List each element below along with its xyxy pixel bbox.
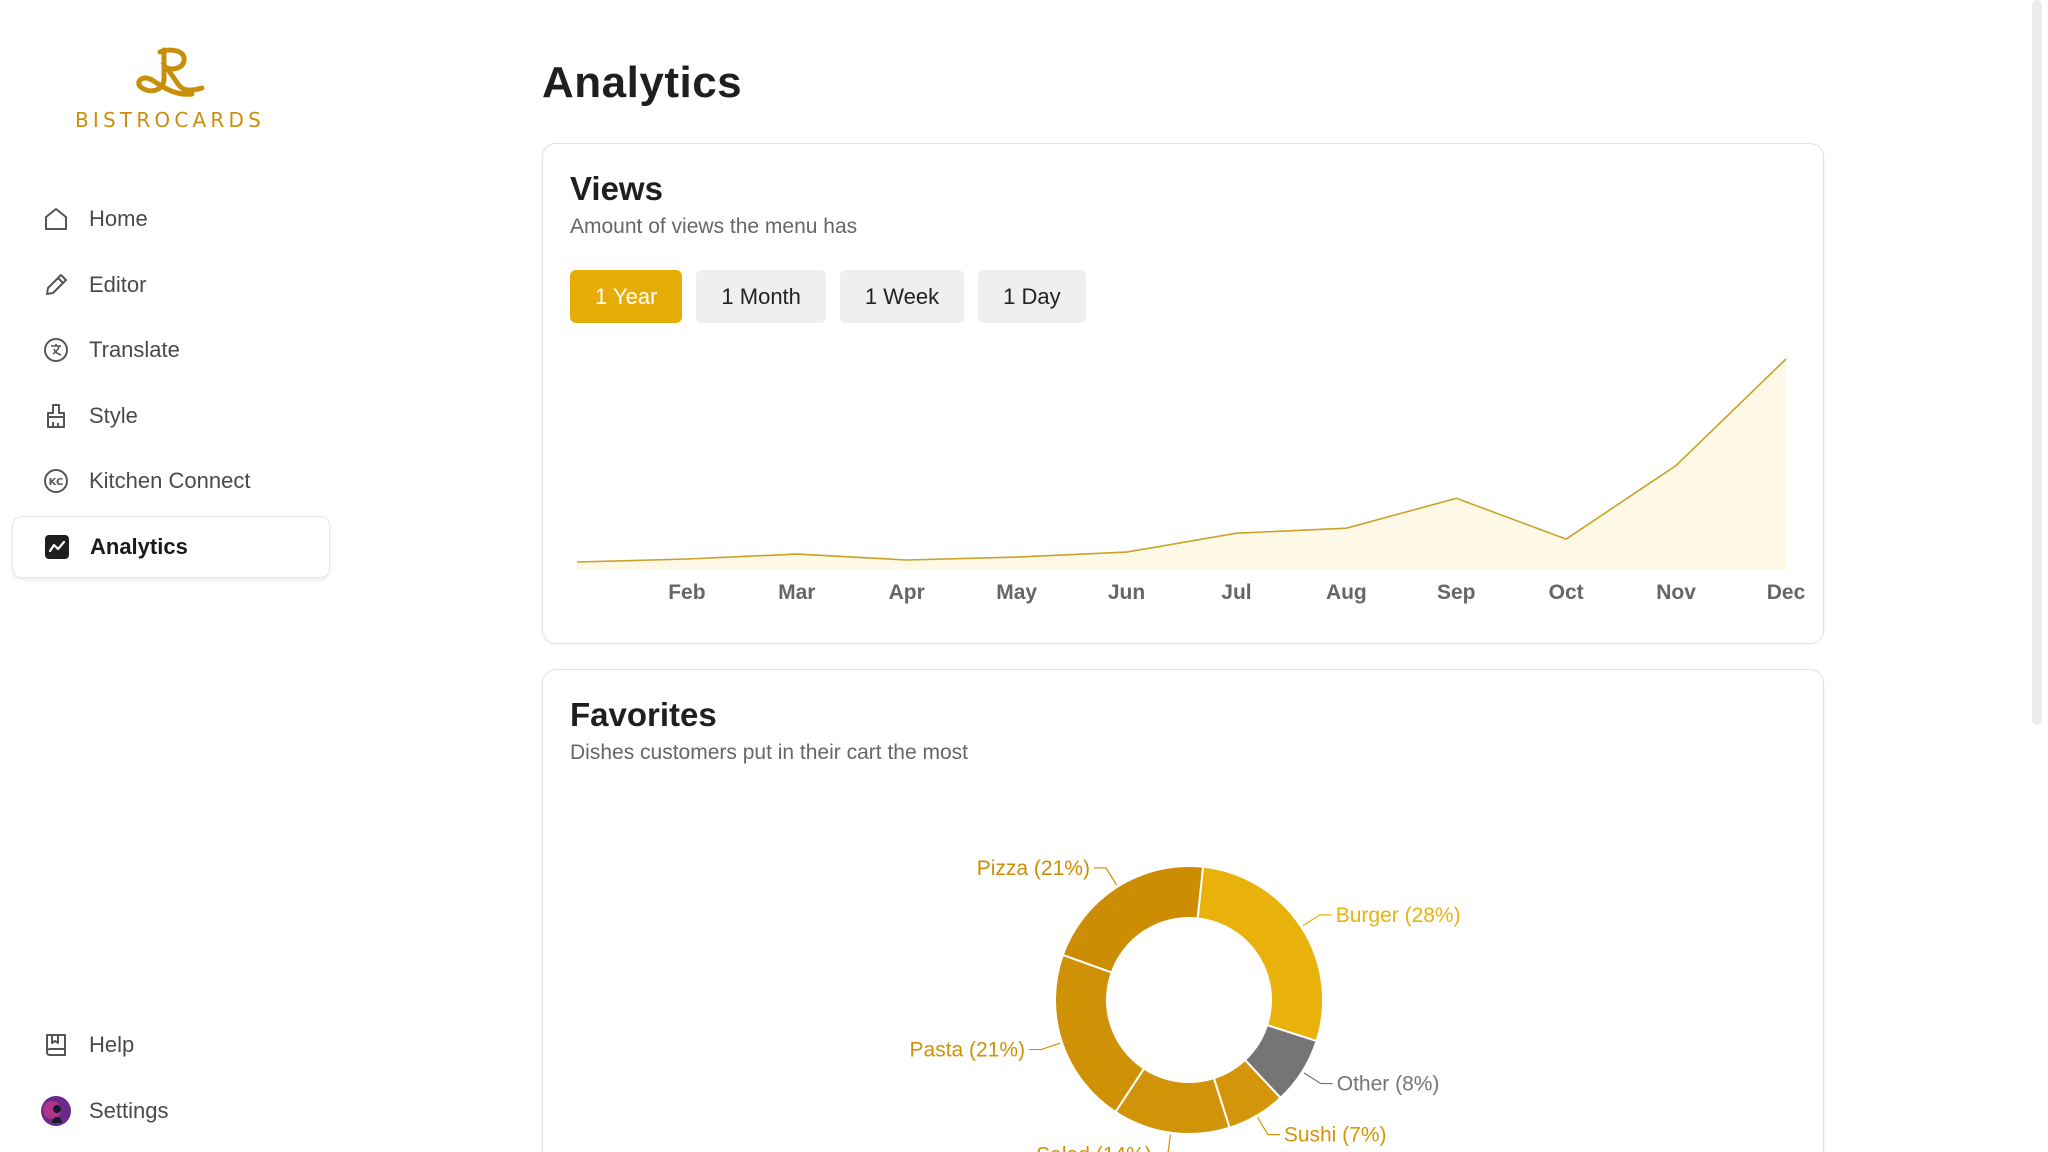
time-range-selector: 1 Year 1 Month 1 Week 1 Day [570, 270, 1086, 323]
pencil-icon [40, 269, 72, 301]
donut-slice-label: Burger (28%) [1336, 904, 1461, 927]
range-button-1-year[interactable]: 1 Year [570, 270, 683, 323]
page-scrollbar[interactable] [2032, 0, 2042, 725]
x-tick-label: Apr [889, 581, 925, 604]
sidebar-item-label: Help [89, 1032, 135, 1057]
views-area-chart: Feb Mar Apr May Jun Jul Aug Sep Oct Nov Dec [576, 358, 1806, 604]
favorites-card: Favorites Dishes customers put in their … [542, 669, 1824, 1152]
range-button-1-day[interactable]: 1 Day [978, 270, 1086, 323]
donut-slice[interactable] [1054, 953, 1146, 1114]
range-button-1-month[interactable]: 1 Month [696, 270, 826, 323]
page-title: Analytics [542, 58, 743, 107]
sidebar-item-settings[interactable]: Settings [12, 1080, 330, 1142]
x-tick-label: May [996, 581, 1037, 604]
sidebar-item-label: Analytics [90, 533, 188, 559]
donut-label-leader [1029, 1042, 1061, 1051]
donut-slice-label: Pizza (21%) [977, 857, 1090, 880]
donut-label-leader [1257, 1117, 1280, 1136]
donut-label-leader [1302, 914, 1332, 927]
x-tick-label: Feb [668, 581, 705, 604]
analytics-icon [41, 531, 73, 563]
views-subtitle: Amount of views the menu has [570, 215, 858, 238]
sidebar-item-label: Style [89, 402, 138, 428]
svg-text:KC: KC [49, 477, 64, 488]
sidebar-item-label: Settings [89, 1097, 169, 1123]
sidebar: BISTROCARDS Home Editor Translate Style [0, 0, 345, 1152]
x-tick-label: Oct [1549, 581, 1584, 604]
donut-slice-label: Salad (14%) [1036, 1144, 1152, 1152]
views-title: Views [570, 170, 663, 207]
donut-slice-label: Other (8%) [1337, 1073, 1440, 1096]
x-tick-label: Aug [1326, 581, 1367, 604]
sidebar-item-label: Editor [89, 271, 147, 297]
donut-label-leader [1303, 1072, 1333, 1085]
kitchen-connect-icon: KC [40, 465, 72, 497]
views-card: Views Amount of views the menu has 1 Yea… [542, 143, 1824, 644]
sidebar-bottom-nav: Help Settings [12, 1014, 330, 1145]
views-series-line [576, 358, 1787, 563]
home-icon [40, 203, 72, 235]
donut-label-leader [1093, 867, 1118, 886]
favorites-title: Favorites [570, 696, 717, 733]
favorites-subtitle: Dishes customers put in their cart the m… [570, 741, 968, 764]
donut-label-leader [1167, 1134, 1172, 1152]
sidebar-item-label: Translate [89, 337, 180, 362]
views-area-fill [577, 359, 1786, 570]
book-icon [40, 1029, 72, 1061]
x-tick-label: Jul [1221, 581, 1251, 604]
brush-icon [40, 400, 72, 432]
sidebar-item-translate[interactable]: Translate [12, 319, 330, 381]
x-tick-label: Mar [778, 581, 815, 604]
x-tick-label: Nov [1656, 581, 1696, 604]
sidebar-nav: Home Editor Translate Style KC Kitchen C… [12, 188, 330, 581]
avatar [40, 1095, 72, 1127]
x-tick-label: Sep [1437, 581, 1476, 604]
sidebar-item-kitchen-connect[interactable]: KC Kitchen Connect [12, 450, 330, 512]
sidebar-item-label: Home [89, 206, 148, 231]
brand-name: BISTROCARDS [74, 108, 265, 132]
range-button-1-week[interactable]: 1 Week [839, 270, 965, 323]
x-tick-label: Jun [1108, 581, 1145, 604]
favorites-donut-chart: Burger (28%) Other (8%) Sushi (7%) Salad (1… [910, 857, 1461, 1152]
sidebar-item-help[interactable]: Help [12, 1014, 330, 1076]
sidebar-item-label: Kitchen Connect [89, 468, 251, 493]
donut-slice[interactable] [1196, 865, 1324, 1043]
donut-slice[interactable] [1061, 865, 1205, 974]
donut-slice-label: Pasta (21%) [910, 1039, 1026, 1062]
logo-mark-icon [136, 47, 205, 97]
sidebar-item-style[interactable]: Style [12, 385, 330, 447]
x-tick-label: Dec [1767, 581, 1806, 604]
brand-logo[interactable]: BISTROCARDS [60, 44, 280, 132]
donut-slice-label: Sushi (7%) [1284, 1124, 1387, 1147]
sidebar-item-editor[interactable]: Editor [12, 254, 330, 316]
translate-icon [40, 334, 72, 366]
sidebar-item-analytics[interactable]: Analytics [12, 515, 330, 578]
sidebar-item-home[interactable]: Home [12, 188, 330, 250]
